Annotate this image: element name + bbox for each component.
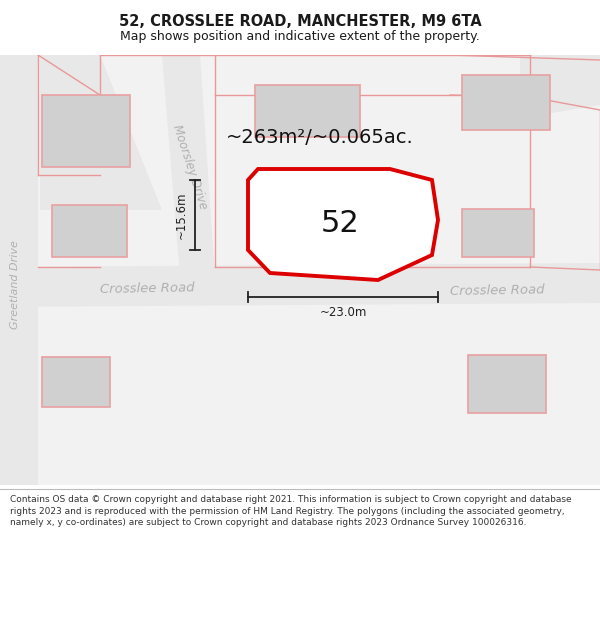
Bar (468, 355, 546, 413)
Text: Moorsley Drive: Moorsley Drive (170, 123, 210, 211)
Bar (42, 95, 130, 167)
Text: Map shows position and indicative extent of the property.: Map shows position and indicative extent… (120, 30, 480, 43)
Text: Crosslee Road: Crosslee Road (450, 284, 545, 298)
Bar (462, 75, 550, 130)
Polygon shape (162, 55, 215, 277)
Text: 52: 52 (320, 209, 359, 238)
Bar (462, 209, 534, 257)
Bar (262, 169, 362, 257)
Polygon shape (0, 263, 600, 307)
Text: Greetland Drive: Greetland Drive (10, 241, 20, 329)
Polygon shape (248, 169, 438, 280)
Text: ~23.0m: ~23.0m (319, 306, 367, 319)
Text: ~15.6m: ~15.6m (175, 191, 188, 239)
Text: Contains OS data © Crown copyright and database right 2021. This information is : Contains OS data © Crown copyright and d… (10, 495, 571, 528)
Text: 52, CROSSLEE ROAD, MANCHESTER, M9 6TA: 52, CROSSLEE ROAD, MANCHESTER, M9 6TA (119, 14, 481, 29)
Bar (42, 357, 110, 407)
Text: Crosslee Road: Crosslee Road (100, 282, 195, 296)
Polygon shape (520, 55, 600, 115)
Polygon shape (40, 55, 162, 210)
Bar (0, 55, 38, 485)
Bar (255, 85, 360, 137)
Text: ~263m²/~0.065ac.: ~263m²/~0.065ac. (226, 128, 414, 147)
Bar (52, 205, 127, 257)
